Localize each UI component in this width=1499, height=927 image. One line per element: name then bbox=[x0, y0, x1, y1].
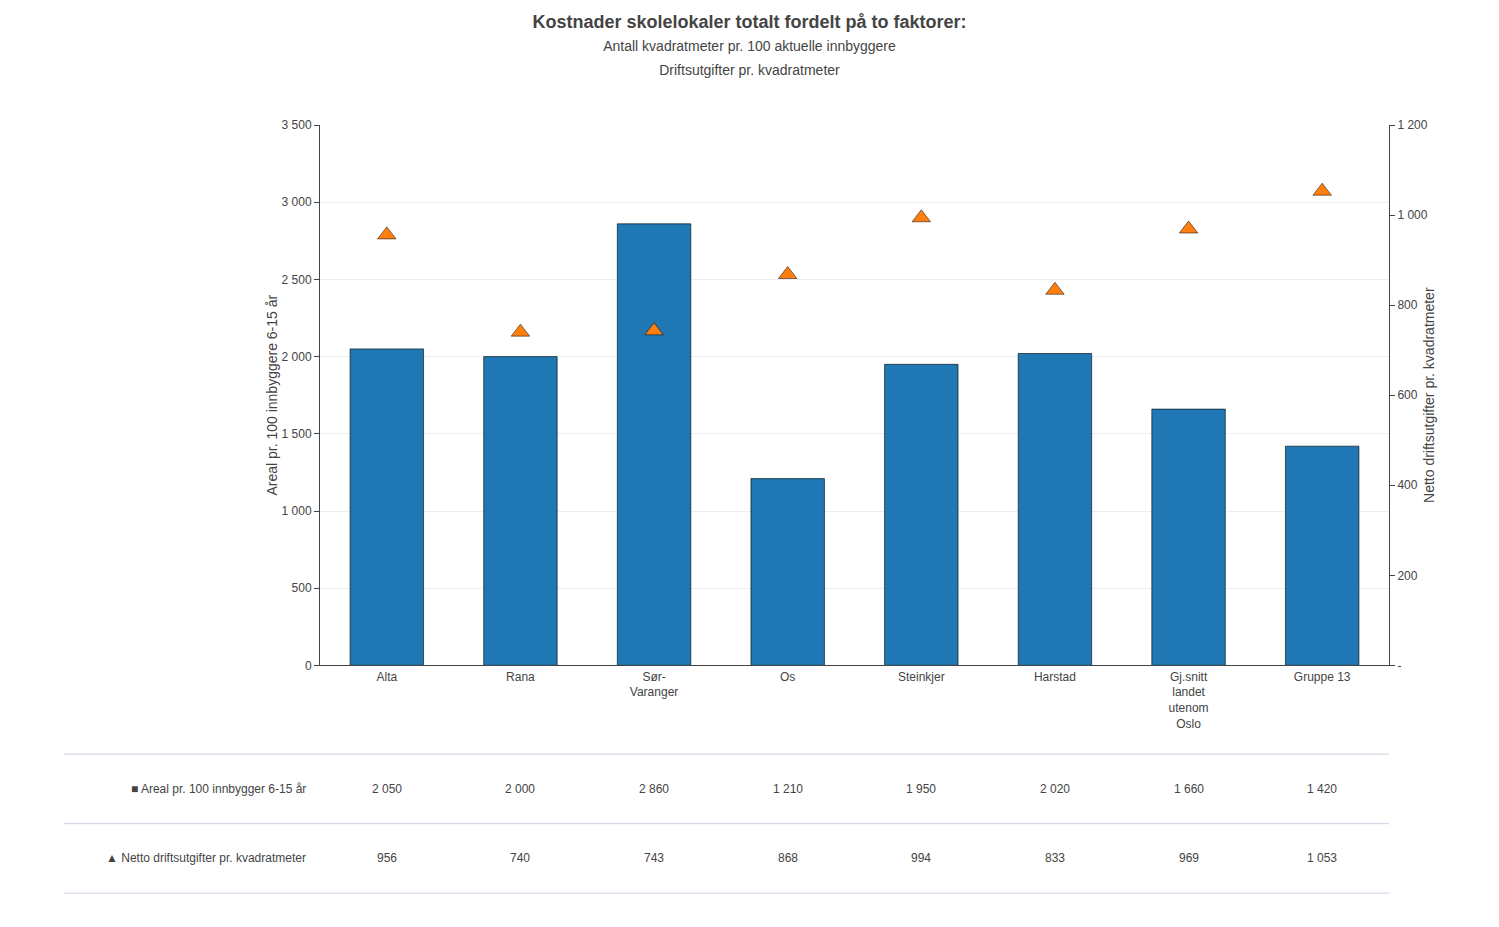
svg-text:3 500: 3 500 bbox=[282, 118, 312, 132]
svg-text:Gruppe 13: Gruppe 13 bbox=[1294, 670, 1351, 684]
svg-text:2 000: 2 000 bbox=[505, 782, 535, 796]
svg-text:956: 956 bbox=[377, 851, 397, 865]
svg-text:▲ Netto driftsutgifter pr. kva: ▲ Netto driftsutgifter pr. kvadratmeter bbox=[106, 851, 306, 865]
svg-text:2 020: 2 020 bbox=[1040, 782, 1070, 796]
svg-text:■ Areal pr. 100 innbygger 6-15: ■ Areal pr. 100 innbygger 6-15 år bbox=[131, 782, 306, 796]
svg-text:868: 868 bbox=[778, 851, 798, 865]
svg-text:2 000: 2 000 bbox=[282, 350, 312, 364]
svg-text:1 210: 1 210 bbox=[773, 782, 803, 796]
svg-text:994: 994 bbox=[911, 851, 931, 865]
svg-text:400: 400 bbox=[1397, 478, 1417, 492]
svg-text:1 000: 1 000 bbox=[282, 504, 312, 518]
svg-text:Steinkjer: Steinkjer bbox=[898, 670, 945, 684]
svg-text:2 500: 2 500 bbox=[282, 273, 312, 287]
svg-text:Rana: Rana bbox=[506, 670, 535, 684]
svg-text:969: 969 bbox=[1179, 851, 1199, 865]
svg-text:600: 600 bbox=[1397, 388, 1417, 402]
svg-text:1 660: 1 660 bbox=[1174, 782, 1204, 796]
svg-text:Areal pr. 100 innbyggere 6-15: Areal pr. 100 innbyggere 6-15 år bbox=[264, 294, 280, 495]
svg-text:1 950: 1 950 bbox=[906, 782, 936, 796]
svg-text:1 053: 1 053 bbox=[1307, 851, 1337, 865]
svg-text:Gj.snittlandetutenomOslo: Gj.snittlandetutenomOslo bbox=[1169, 670, 1209, 731]
svg-text:Kostnader skolelokaler totalt: Kostnader skolelokaler totalt fordelt på… bbox=[532, 12, 966, 78]
svg-text:740: 740 bbox=[510, 851, 530, 865]
svg-text:Harstad: Harstad bbox=[1034, 670, 1076, 684]
svg-text:2 050: 2 050 bbox=[372, 782, 402, 796]
svg-text:500: 500 bbox=[292, 581, 312, 595]
svg-text:Os: Os bbox=[780, 670, 795, 684]
svg-text:-: - bbox=[1397, 659, 1401, 673]
svg-text:833: 833 bbox=[1045, 851, 1065, 865]
svg-text:1 000: 1 000 bbox=[1397, 208, 1427, 222]
svg-text:1 500: 1 500 bbox=[282, 427, 312, 441]
svg-text:0: 0 bbox=[305, 659, 312, 673]
svg-text:1 200: 1 200 bbox=[1397, 118, 1427, 132]
svg-text:Alta: Alta bbox=[376, 670, 397, 684]
svg-text:3 000: 3 000 bbox=[282, 195, 312, 209]
svg-text:2 860: 2 860 bbox=[639, 782, 669, 796]
svg-text:743: 743 bbox=[644, 851, 664, 865]
svg-text:1 420: 1 420 bbox=[1307, 782, 1337, 796]
svg-text:200: 200 bbox=[1397, 569, 1417, 583]
svg-text:Netto driftsutgifter pr. kvadr: Netto driftsutgifter pr. kvadratmeter bbox=[1421, 287, 1437, 503]
svg-text:Sør-Varanger: Sør-Varanger bbox=[630, 670, 678, 700]
svg-text:800: 800 bbox=[1397, 298, 1417, 312]
